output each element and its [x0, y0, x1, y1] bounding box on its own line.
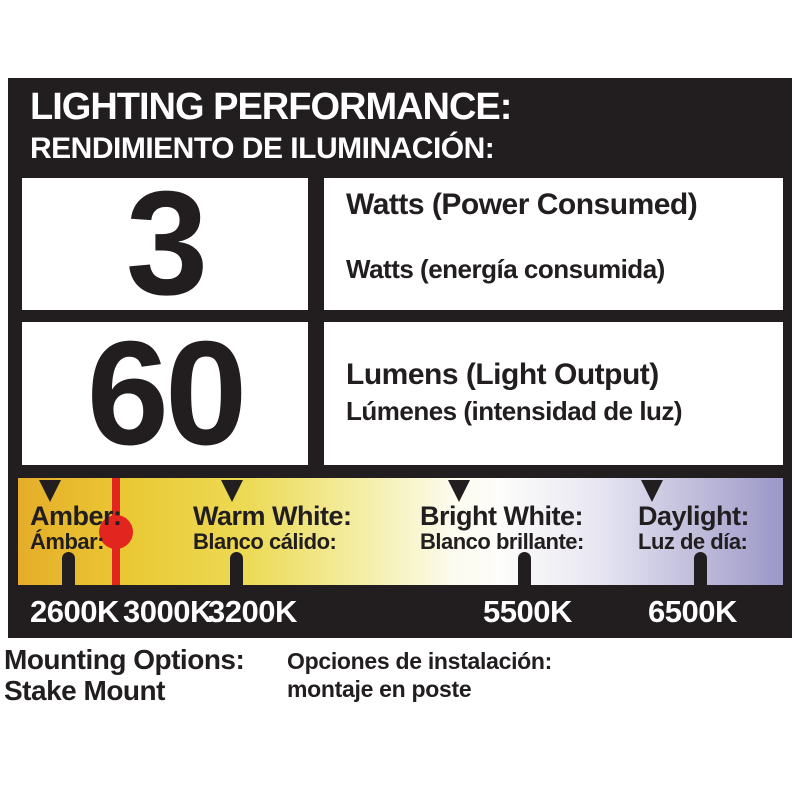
- lumens-label-english: Lumens (Light Output): [346, 358, 659, 391]
- panel-title: LIGHTING PERFORMANCE: RENDIMIENTO DE ILU…: [30, 86, 512, 165]
- color-temperature-scale: Amber: Ámbar: Warm White: Blanco cálido:…: [18, 478, 783, 585]
- scale-category-daylight: Daylight: Luz de día:: [638, 501, 750, 555]
- scale-category-warm-white: Warm White: Blanco cálido:: [193, 501, 352, 555]
- mounting-options-title-english: Mounting Options:: [4, 644, 245, 675]
- scale-category-bright-white: Bright White: Blanco brillante:: [420, 501, 584, 555]
- scale-tick-6500k: [694, 552, 707, 585]
- scale-category-amber: Amber: Ámbar:: [30, 501, 122, 555]
- watts-value: 3: [125, 161, 208, 326]
- amber-label-spanish: Ámbar:: [30, 529, 105, 555]
- scale-tick-3200k: [230, 552, 243, 585]
- mounting-options-spanish: Opciones de instalación: montaje en post…: [287, 648, 552, 703]
- amber-label-english: Amber:: [30, 501, 122, 531]
- bright-white-label-english: Bright White:: [420, 501, 583, 531]
- watts-label-english: Watts (Power Consumed): [346, 188, 698, 221]
- scale-tick-5500k: [518, 552, 531, 585]
- watts-value-box: 3: [22, 161, 308, 326]
- kelvin-value-3200k: 3200K: [208, 594, 297, 629]
- mounting-options-english: Mounting Options: Stake Mount: [4, 644, 245, 707]
- marker-triangle-daylight-icon: [641, 480, 663, 502]
- warm-white-label-spanish: Blanco cálido:: [193, 529, 337, 555]
- watts-label-spanish: Watts (energía consumida): [346, 254, 665, 284]
- lighting-performance-panel: LIGHTING PERFORMANCE: RENDIMIENTO DE ILU…: [8, 78, 792, 638]
- marker-triangle-warm-white-icon: [221, 480, 243, 502]
- marker-triangle-bright-white-icon: [448, 480, 470, 502]
- daylight-label-english: Daylight:: [638, 501, 750, 531]
- temperature-indicator-dot: [99, 515, 133, 549]
- kelvin-value-3000k: 3000K: [123, 594, 212, 629]
- warm-white-label-english: Warm White:: [193, 501, 352, 531]
- lumens-value: 60: [86, 310, 248, 476]
- marker-triangle-amber-icon: [39, 480, 61, 502]
- kelvin-value-2600k: 2600K: [30, 594, 119, 629]
- panel-title-english: LIGHTING PERFORMANCE:: [30, 86, 512, 128]
- kelvin-value-5500k: 5500K: [483, 594, 572, 629]
- lumens-value-box: 60: [22, 310, 308, 476]
- mounting-options-title-spanish: Opciones de instalación:: [287, 648, 553, 674]
- lumens-label-box: Lumens (Light Output) Lúmenes (intensida…: [324, 322, 783, 465]
- mounting-options-value-english: Stake Mount: [4, 674, 165, 706]
- watts-label-box: Watts (Power Consumed) Watts (energía co…: [324, 178, 783, 310]
- bright-white-label-spanish: Blanco brillante:: [420, 529, 584, 555]
- lumens-label-spanish: Lúmenes (intensidad de luz): [346, 396, 683, 426]
- panel-title-spanish: RENDIMIENTO DE ILUMINACIÓN:: [30, 131, 495, 165]
- kelvin-value-6500k: 6500K: [648, 594, 737, 629]
- mounting-options-value-spanish: montaje en poste: [287, 675, 472, 702]
- daylight-label-spanish: Luz de día:: [638, 529, 748, 555]
- scale-tick-2600k: [62, 552, 75, 585]
